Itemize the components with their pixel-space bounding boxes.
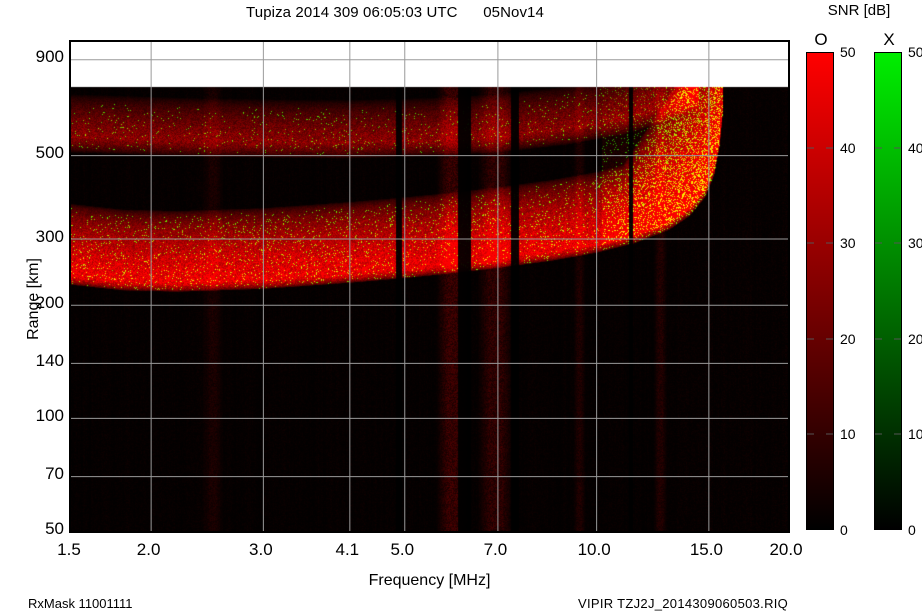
colorbar-x-tick-0: 0 <box>908 522 916 538</box>
colorbar-o-tick-10: 10 <box>840 426 856 443</box>
x-axis-title: Frequency [MHz] <box>368 572 491 589</box>
colorbar-o-tickmark-r-30 <box>826 242 833 244</box>
colorbar-x-label: X <box>883 30 895 49</box>
colorbar-o-tickmark-r-10 <box>826 433 833 435</box>
colorbar-o-tickmark-r-20 <box>826 338 833 340</box>
x-tick-7.0: 7.0 <box>483 540 508 559</box>
colorbar-x-tickmark-40 <box>875 147 882 149</box>
page-title: Tupiza 2014 309 06:05:03 UTC 05Nov14 <box>246 3 544 21</box>
colorbar-x-tick-50: 50 <box>908 44 922 60</box>
rx-mask-label: RxMask 11001111 <box>28 596 133 611</box>
y-tick-50: 50 <box>45 519 64 538</box>
x-tick-1.5: 1.5 <box>57 540 81 559</box>
x-axis-ticks: 1.5 2.0 3.0 4.1 5.0 7.0 10.0 15.0 20.0 <box>0 540 922 564</box>
colorbar-x-tickmark-r-30 <box>894 242 901 244</box>
colorbar-title: SNR [dB] <box>827 2 891 19</box>
colorbar-o-tick-40: 40 <box>840 139 856 156</box>
colorbar-o-tickmark-20 <box>807 338 814 340</box>
y-tick-70: 70 <box>45 464 64 484</box>
colorbar-x-tick-40: 40 <box>908 139 922 156</box>
y-tick-100: 100 <box>35 405 64 425</box>
y-tick-500: 500 <box>35 143 64 163</box>
x-tick-4.1: 4.1 <box>335 540 360 559</box>
colorbar-o-tickmark-30 <box>807 242 814 244</box>
colorbar-o-tick-30: 30 <box>840 235 856 252</box>
ionogram-canvas[interactable] <box>71 42 788 531</box>
colorbar-x-tickmark-20 <box>875 338 882 340</box>
y-tick-140: 140 <box>35 350 64 370</box>
x-tick-15.0: 15.0 <box>689 540 723 559</box>
colorbar-x-tick-20: 20 <box>908 330 922 347</box>
colorbar-x-tick-30: 30 <box>908 235 922 252</box>
colorbar-o-tickmark-r-40 <box>826 147 833 149</box>
colorbar-o-tickmark-10 <box>807 433 814 435</box>
x-tick-10.0: 10.0 <box>577 540 611 559</box>
colorbar-x-tickmark-r-20 <box>894 338 901 340</box>
x-tick-20.0: 20.0 <box>769 540 803 559</box>
colorbar-o-tick-50: 50 <box>840 44 856 60</box>
y-tick-200: 200 <box>35 292 64 312</box>
colorbar-x-tickmark-r-40 <box>894 147 901 149</box>
colorbar-x-tick-10: 10 <box>908 426 922 443</box>
colorbar-x-tickmark-r-10 <box>894 433 901 435</box>
colorbar-o-tick-0: 0 <box>840 522 848 538</box>
colorbar-o-label: O <box>814 30 828 49</box>
source-file-label: VIPIR TZJ2J_2014309060503.RIQ <box>578 596 789 611</box>
colorbar-x-gradient[interactable] <box>874 52 902 530</box>
x-tick-5.0: 5.0 <box>390 540 415 559</box>
colorbar-x-tickmark-30 <box>875 242 882 244</box>
y-tick-300: 300 <box>35 226 64 246</box>
colorbar-x-tickmark-10 <box>875 433 882 435</box>
y-axis-ticks: 900 500 300 200 140 100 70 50 <box>0 0 64 614</box>
x-tick-2.0: 2.0 <box>136 540 161 559</box>
y-tick-900: 900 <box>35 47 64 67</box>
colorbar-o-tickmark-40 <box>807 147 814 149</box>
colorbar-o-tick-20: 20 <box>840 330 856 347</box>
colorbar-o-gradient[interactable] <box>806 52 834 530</box>
x-tick-3.0: 3.0 <box>249 540 273 559</box>
